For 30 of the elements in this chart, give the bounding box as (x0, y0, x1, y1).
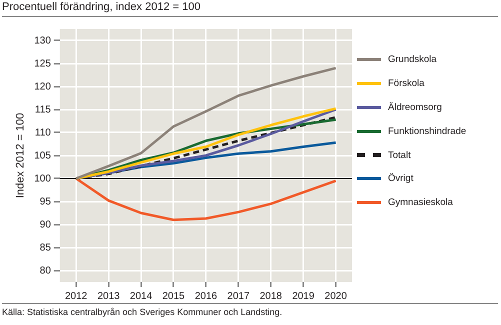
x-tick-label: 2016 (194, 290, 218, 302)
legend-label: Äldreomsorg (388, 102, 442, 113)
x-tick-label: 2013 (97, 290, 120, 302)
y-tick-label: 130 (34, 35, 52, 46)
chart-title: Procentuell förändring, index 2012 = 100 (2, 1, 498, 17)
y-tick-label: 85 (40, 242, 52, 254)
y-tick-label: 115 (34, 104, 52, 116)
y-tick-label: 105 (34, 150, 52, 162)
y-tick-label: 90 (40, 219, 52, 230)
x-tick-label: 2019 (292, 290, 315, 302)
x-tick-label: 2018 (260, 290, 282, 302)
y-tick-label: 100 (34, 173, 52, 184)
x-tick-label: 2015 (162, 290, 186, 302)
legend-label: Gymnasieskola (388, 197, 453, 208)
legend-label: Grundskola (388, 54, 437, 66)
text: Källa: Statistiska centralbyrån och Sveriges Kommuner och Landsting. (2, 303, 498, 317)
x-tick-label: 2014 (130, 290, 153, 302)
legend-label: Funktionshindrade (388, 126, 466, 137)
legend-label: Förskola (388, 78, 424, 90)
x-tick-label: 2012 (64, 290, 88, 302)
y-axis-title: Index 2012 = 100 (14, 112, 27, 198)
y-tick-label: 120 (34, 81, 52, 92)
legend-label: Totalt (388, 150, 411, 161)
y-tick-label: 125 (34, 58, 52, 70)
legend-label: Övrigt (388, 173, 414, 184)
x-tick-label: 2020 (324, 290, 348, 302)
y-tick-label: 95 (40, 196, 52, 208)
y-tick-label: 80 (40, 265, 52, 276)
x-tick-label: 2017 (227, 290, 250, 302)
y-tick-label: 110 (34, 127, 52, 138)
